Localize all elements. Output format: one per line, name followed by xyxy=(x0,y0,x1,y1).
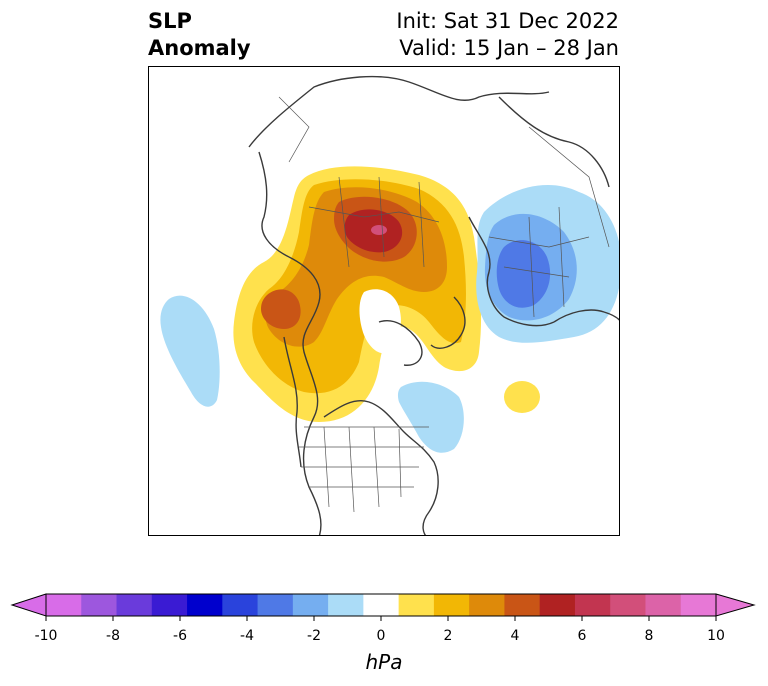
colorbar-tick-label: -8 xyxy=(106,628,120,644)
forecast-info: Init: Sat 31 Dec 2022 Valid: 15 Jan – 28… xyxy=(396,8,619,62)
colorbar-unit-label: hPa xyxy=(365,650,403,674)
title-line-1: SLP xyxy=(148,9,192,33)
colorbar-segments xyxy=(46,594,717,616)
colorbar-segment xyxy=(539,594,576,616)
colorbar-segment xyxy=(81,594,118,616)
colorbar-tick-label: -6 xyxy=(173,628,187,644)
colorbar-segment xyxy=(574,594,611,616)
anomaly-map xyxy=(148,66,620,536)
init-date: Init: Sat 31 Dec 2022 xyxy=(396,9,619,33)
colorbar-tick-label: 2 xyxy=(443,628,453,644)
colorbar-tick-label: -4 xyxy=(240,628,254,644)
colorbar-tick-label: -10 xyxy=(34,628,58,644)
colorbar-segment xyxy=(433,594,470,616)
colorbar-segment xyxy=(46,594,82,616)
colorbar-segment xyxy=(645,594,682,616)
colorbar-segment xyxy=(363,594,400,616)
colorbar-tick-label: 6 xyxy=(577,628,587,644)
positive-anomaly-8hpa-west xyxy=(261,289,301,329)
colorbar-segment xyxy=(116,594,153,616)
colorbar-segment xyxy=(610,594,646,616)
colorbar-extend-min xyxy=(10,593,47,617)
colorbar-segment xyxy=(222,594,259,616)
colorbar-segment xyxy=(469,594,505,616)
political-borders xyxy=(278,96,610,513)
title-line-2: Anomaly xyxy=(148,36,251,60)
anomaly-map-svg xyxy=(160,75,619,535)
colorbar-segment xyxy=(151,594,188,616)
positive-anomaly-core xyxy=(371,225,387,235)
colorbar-segment xyxy=(257,594,294,616)
map-title: SLP Anomaly xyxy=(148,8,251,62)
colorbar-tick-label: -2 xyxy=(307,628,321,644)
negative-anomaly-6hpa-europe xyxy=(496,240,551,308)
colorbar-segment xyxy=(187,594,223,616)
negative-anomaly-2hpa-canada xyxy=(397,381,464,453)
positive-anomaly-atlantic xyxy=(504,381,540,413)
colorbar-tick-label: 4 xyxy=(510,628,520,644)
colorbar-segment xyxy=(328,594,364,616)
colorbar-tick-label: 8 xyxy=(644,628,654,644)
valid-range: Valid: 15 Jan – 28 Jan xyxy=(399,36,619,60)
colorbar-extend-max xyxy=(715,593,756,617)
colorbar-tick-label: 10 xyxy=(707,628,725,644)
colorbar-segment xyxy=(680,594,717,616)
colorbar-segment xyxy=(398,594,435,616)
colorbar-segment xyxy=(292,594,329,616)
colorbar-tick-marks xyxy=(45,616,717,621)
colorbar-segment xyxy=(504,594,541,616)
negative-anomaly-2hpa-pacific xyxy=(160,295,220,407)
colorbar xyxy=(10,593,756,621)
colorbar-tick-label: 0 xyxy=(376,628,386,644)
